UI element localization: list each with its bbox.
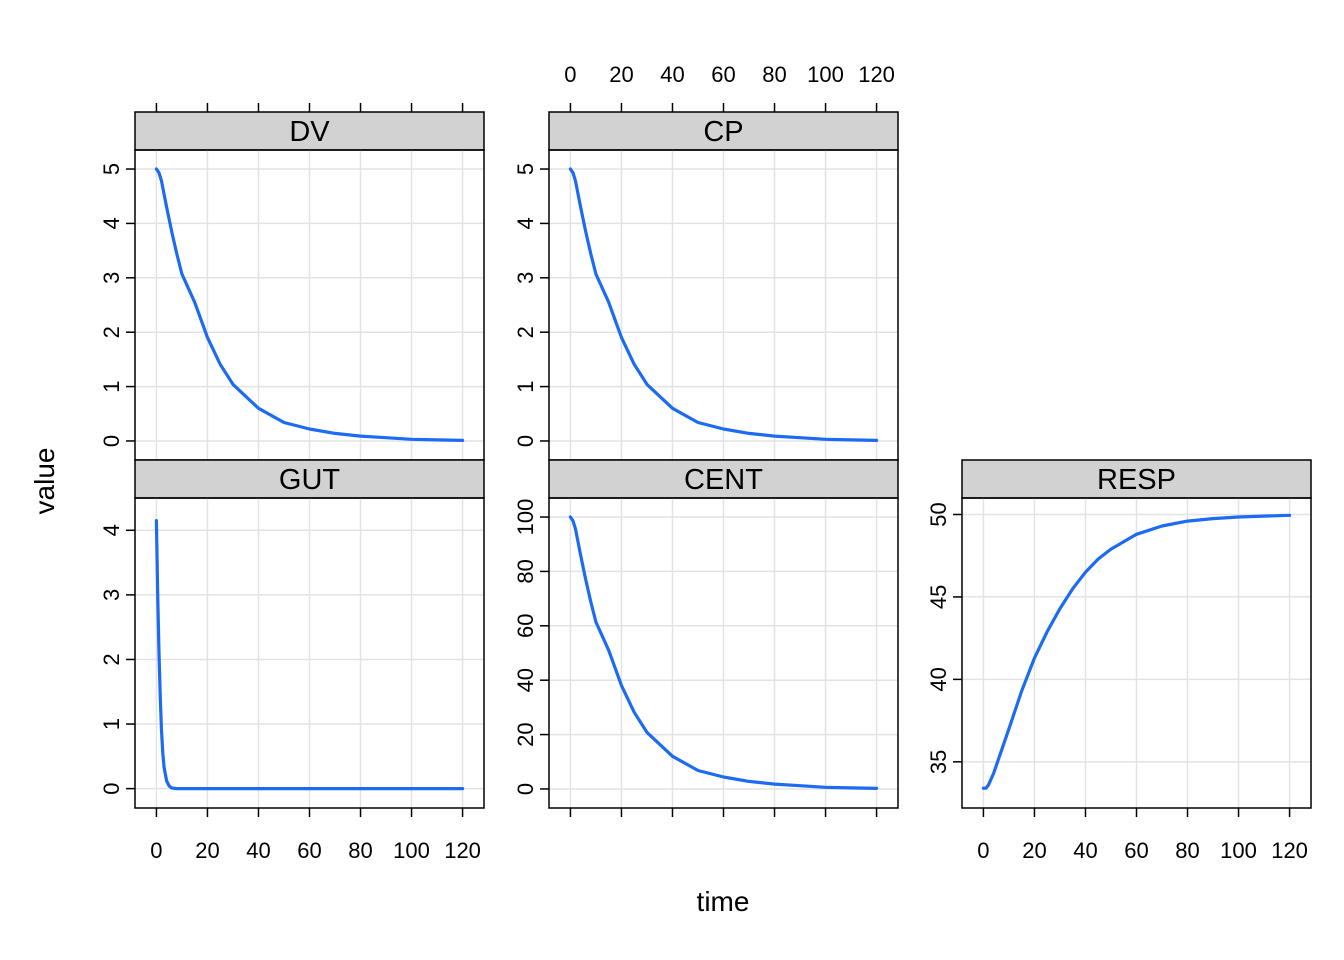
y-tick-label-dv: 0	[99, 435, 124, 447]
panel-dv: DV 0 1 2 3 4 5	[99, 103, 485, 461]
y-tick-label-cent: 20	[513, 722, 538, 746]
y-tick-label-cp: 0	[513, 435, 538, 447]
y-tick-label-resp: 50	[926, 502, 951, 526]
x-tick-label-top-cp: 20	[609, 62, 633, 87]
y-tick-label-resp: 45	[926, 585, 951, 609]
panel-cent: CENT 0 20 40 60 80 100	[513, 459, 899, 817]
x-tick-label-gut: 80	[348, 838, 372, 863]
strip-dv	[134, 111, 485, 151]
x-axis-title: time	[697, 886, 750, 917]
y-tick-label-dv: 2	[99, 326, 124, 338]
strip-cent	[548, 459, 899, 499]
y-tick-label-gut: 3	[99, 589, 124, 601]
x-tick-label-top-cp: 0	[564, 62, 576, 87]
strip-resp	[961, 459, 1312, 499]
series-line-resp	[981, 513, 1292, 790]
strip-gut	[134, 459, 485, 499]
x-tick-label-resp: 40	[1073, 838, 1097, 863]
series-line-cp	[568, 167, 879, 442]
strip-title-dv: DV	[289, 116, 330, 148]
y-tick-label-cent: 60	[513, 614, 538, 638]
y-tick-label-cp: 2	[513, 326, 538, 338]
x-tick-label-resp: 0	[977, 838, 989, 863]
y-tick-label-gut: 1	[99, 718, 124, 730]
x-tick-label-resp: 120	[1271, 838, 1308, 863]
y-tick-label-cent: 80	[513, 559, 538, 583]
x-tick-label-top-cp: 80	[762, 62, 786, 87]
x-tick-label-resp: 20	[1022, 838, 1046, 863]
y-tick-label-cent: 40	[513, 668, 538, 692]
series-line-cent	[568, 515, 879, 790]
y-tick-label-cp: 3	[513, 272, 538, 284]
panel-cp: CP 0 1 2 3 4 5 0 20 40 60 80 100 120	[513, 62, 899, 461]
x-tick-label-gut: 20	[195, 838, 219, 863]
strip-title-gut: GUT	[279, 464, 341, 496]
y-tick-label-resp: 35	[926, 750, 951, 774]
y-tick-label-dv: 4	[99, 217, 124, 229]
y-tick-label-gut: 2	[99, 653, 124, 665]
x-tick-label-resp: 80	[1175, 838, 1199, 863]
y-tick-label-cent: 100	[513, 499, 538, 536]
x-tick-label-gut: 60	[297, 838, 321, 863]
y-tick-label-cent: 0	[513, 783, 538, 795]
y-tick-label-gut: 0	[99, 783, 124, 795]
series-line-dv	[154, 167, 465, 442]
series-line-gut	[154, 519, 465, 791]
x-tick-label-top-cp: 120	[858, 62, 895, 87]
x-tick-label-gut: 0	[150, 838, 162, 863]
strip-title-cent: CENT	[684, 464, 763, 496]
x-tick-label-resp: 60	[1124, 838, 1148, 863]
x-tick-label-gut: 120	[444, 838, 481, 863]
y-tick-label-cp: 4	[513, 217, 538, 229]
y-tick-label-resp: 40	[926, 667, 951, 691]
y-tick-label-dv: 5	[99, 163, 124, 175]
x-tick-label-gut: 40	[246, 838, 270, 863]
x-tick-label-top-cp: 60	[711, 62, 735, 87]
x-tick-label-top-cp: 100	[807, 62, 844, 87]
y-tick-label-cp: 1	[513, 380, 538, 392]
x-tick-label-top-cp: 40	[660, 62, 684, 87]
x-tick-label-resp: 100	[1220, 838, 1257, 863]
y-tick-label-gut: 4	[99, 524, 124, 536]
strip-title-resp: RESP	[1097, 464, 1176, 496]
strip-title-cp: CP	[703, 116, 743, 148]
x-tick-label-gut: 100	[393, 838, 430, 863]
y-tick-label-dv: 3	[99, 272, 124, 284]
y-axis-title: value	[29, 448, 60, 515]
panel-resp: RESP 35 40 45 50 0 20 40 60 80 100 120	[926, 459, 1312, 863]
y-tick-label-dv: 1	[99, 380, 124, 392]
y-tick-label-cp: 5	[513, 163, 538, 175]
